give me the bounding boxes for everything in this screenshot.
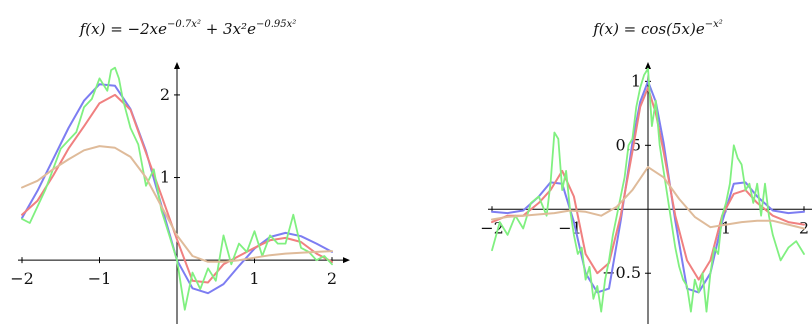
- y-axis-arrowhead: [645, 62, 651, 69]
- title-lhs: f(x) = −2xe: [79, 20, 167, 38]
- chart-title: f(x) = −2xe−0.7x² + 3x²e−0.95x²: [79, 19, 297, 38]
- x-tick-label: −2: [10, 269, 34, 288]
- series-line-2: [21, 93, 333, 284]
- chart-title: f(x) = cos(5x)e−x²: [592, 19, 723, 38]
- series-line-3: [491, 67, 805, 313]
- y-tick-label: 1: [631, 71, 641, 90]
- x-tick-label: 1: [249, 269, 259, 288]
- title-mid: + 3x²e: [201, 20, 256, 38]
- title-exponent: −0.7x²: [167, 19, 201, 30]
- title-lhs: f(x) = cos(5x)e: [592, 20, 705, 38]
- x-tick-label: 2: [327, 269, 337, 288]
- series-line-2: [491, 86, 805, 281]
- x-tick-label: −2: [480, 218, 504, 237]
- x-tick-label: −1: [88, 269, 112, 288]
- title-exponent: −x²: [705, 19, 723, 30]
- title-exponent: −0.95x²: [256, 19, 296, 30]
- series-line-4: [491, 166, 805, 230]
- series-line-4: [21, 145, 333, 263]
- x-axis-arrowhead: [343, 257, 350, 264]
- x-tick-label: 1: [721, 218, 731, 237]
- chart-right: f(x) = cos(5x)e−x² −2 −1 1 2−0.50.51: [480, 19, 812, 324]
- y-axis-arrowhead: [174, 62, 180, 69]
- chart-left: f(x) = −2xe−0.7x² + 3x²e−0.95x² −2 −1 1 2 1 2: [10, 19, 350, 324]
- series-line-3: [21, 66, 333, 311]
- y-tick-label: 2: [160, 85, 170, 104]
- y-tick-label: 1: [160, 168, 170, 187]
